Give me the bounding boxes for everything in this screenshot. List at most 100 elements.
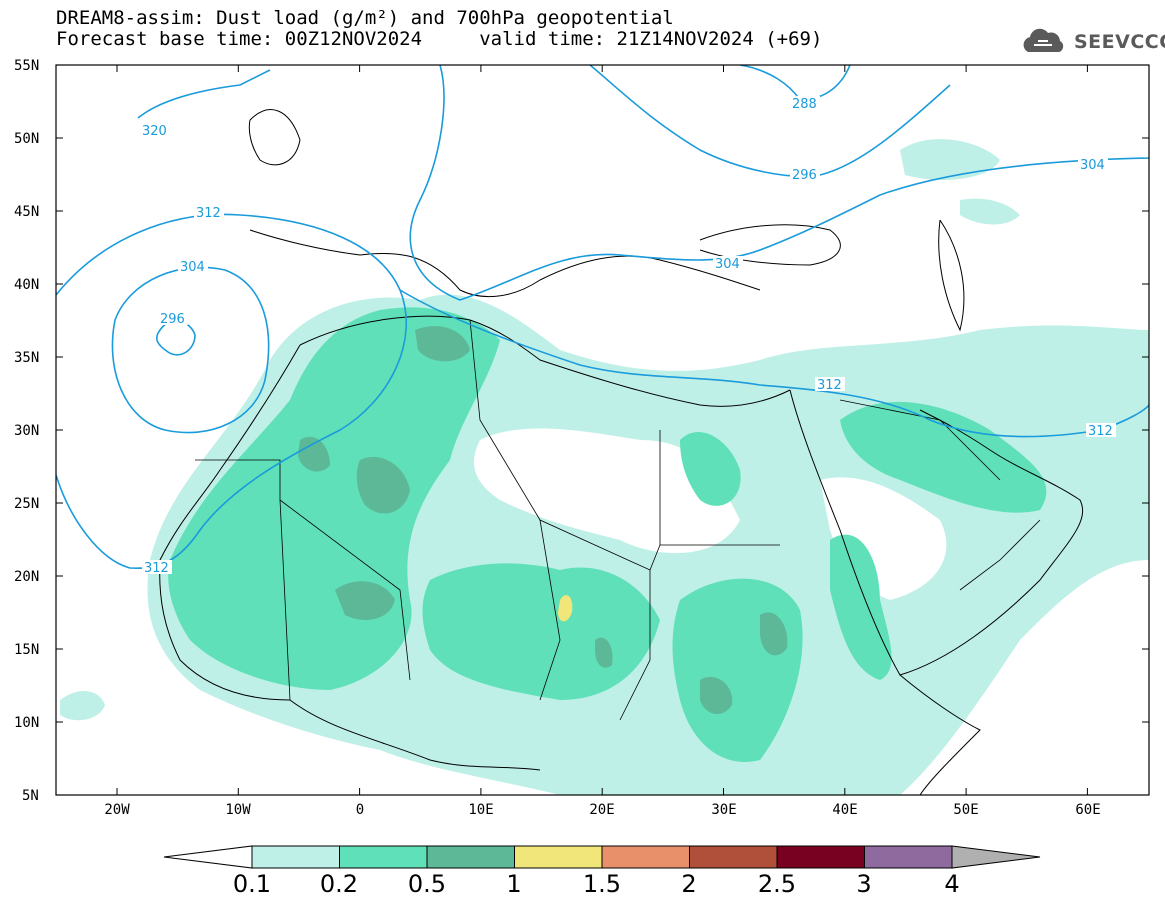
border-line <box>539 519 561 701</box>
colorbar-label: 0.5 <box>408 870 446 898</box>
dust-area-dark <box>595 637 613 668</box>
colorbar-labels: 0.1 0.2 0.5 1 1.5 2 2.5 3 4 <box>233 870 960 898</box>
coastlines <box>159 109 1084 795</box>
colorbar-label: 0.1 <box>233 870 271 898</box>
contour-label: 304 <box>1080 158 1105 173</box>
colorbar-boxes <box>251 845 953 869</box>
colorbar-label: 0.2 <box>320 870 358 898</box>
dust-area-dark <box>298 436 330 472</box>
dust-area-medium <box>168 307 500 690</box>
coastline-britain <box>248 109 301 166</box>
border-line <box>839 399 1001 481</box>
dust-area-light <box>900 139 1000 180</box>
longitude-labels: 20W 10W 0 10E 20E 30E 40E 50E 60E <box>104 802 1100 818</box>
colorbar-box <box>514 845 603 869</box>
border-line <box>195 459 291 701</box>
lat-label: 15N <box>14 642 39 658</box>
contour-label: 304 <box>715 257 740 272</box>
country-borders <box>195 319 1041 721</box>
logo-text: SEEVCCC <box>1074 31 1165 53</box>
cloud-icon <box>1023 28 1064 52</box>
lat-label: 35N <box>14 350 39 366</box>
contour-320 <box>137 69 271 119</box>
lat-label: 40N <box>14 277 39 293</box>
coastline-europe <box>249 229 761 298</box>
coastline-west-africa <box>159 344 541 771</box>
contour-label: 312 <box>1088 424 1113 439</box>
colorbar-label: 3 <box>856 870 871 898</box>
colorbar: 0.1 0.2 0.5 1 1.5 2 2.5 3 4 <box>163 845 1041 898</box>
forecast-time-line: Forecast base time: 00Z12NOV2024 valid t… <box>56 28 823 50</box>
colorbar-box <box>339 845 428 869</box>
contour-label: 304 <box>180 260 205 275</box>
colorbar-label: 2 <box>681 870 696 898</box>
geopotential-contours <box>56 65 1149 570</box>
contour-312-east <box>399 289 1149 438</box>
colorbar-low-arrow <box>163 845 253 869</box>
contour-296-east <box>589 65 951 178</box>
border-line <box>279 499 411 681</box>
contour-label: 296 <box>792 168 817 183</box>
latitude-labels: 55N 50N 45N 40N 35N 30N 25N 20N 15N 10N … <box>14 58 39 804</box>
lon-label: 50E <box>953 802 978 818</box>
colorbar-label: 1 <box>506 870 521 898</box>
lat-label: 10N <box>14 715 39 731</box>
colorbar-high-arrow <box>951 845 1041 869</box>
colorbar-box <box>689 845 778 869</box>
contour-label: 288 <box>792 97 817 112</box>
lon-label: 30E <box>711 802 736 818</box>
dust-area-dark <box>415 326 470 362</box>
colorbar-box <box>601 845 690 869</box>
contour-304-east <box>409 65 1149 301</box>
lon-label: 60E <box>1075 802 1100 818</box>
dust-area-high <box>558 595 573 622</box>
dust-area-dark <box>356 456 410 514</box>
contour-value-labels: 320 312 304 296 288 296 304 304 312 312 … <box>140 96 1116 576</box>
colorbar-label: 4 <box>944 870 959 898</box>
lon-label: 0 <box>356 802 364 818</box>
contour-label: 312 <box>144 561 169 576</box>
lon-label: 10W <box>225 802 251 818</box>
seevccc-logo: SEEVCCC <box>1018 28 1165 56</box>
dust-area-light <box>960 198 1020 225</box>
dust-area-light <box>60 690 105 721</box>
lon-label: 20W <box>104 802 130 818</box>
lat-label: 25N <box>14 496 39 512</box>
dust-area-medium <box>680 431 741 506</box>
dust-load-shading <box>60 139 1149 795</box>
lat-label: 50N <box>14 131 39 147</box>
lat-label: 55N <box>14 58 39 74</box>
colorbar-box <box>251 845 340 869</box>
coastline-horn <box>899 674 981 795</box>
dust-area-dark <box>760 612 788 656</box>
dust-area-dark <box>335 581 395 620</box>
contour-label: 320 <box>142 124 167 139</box>
coastline-mediterranean <box>299 315 791 407</box>
lat-label: 5N <box>22 788 39 804</box>
lat-label: 20N <box>14 569 39 585</box>
coastline-black-sea <box>699 224 841 266</box>
lat-label: 30N <box>14 423 39 439</box>
contour-312-west <box>56 213 408 570</box>
colorbar-label: 2.5 <box>758 870 796 898</box>
border-line <box>469 319 780 571</box>
colorbar-box <box>426 845 515 869</box>
colorbar-label: 1.5 <box>583 870 621 898</box>
border-line <box>959 519 1041 591</box>
dust-area-dark <box>700 676 733 715</box>
dust-area-medium <box>830 534 892 680</box>
colorbar-box <box>776 845 865 869</box>
lon-label: 10E <box>468 802 493 818</box>
lat-label: 45N <box>14 204 39 220</box>
dust-area-medium <box>840 401 1047 513</box>
contour-label: 296 <box>160 312 185 327</box>
lon-label: 20E <box>589 802 614 818</box>
colorbar-box <box>864 845 953 869</box>
contour-label: 312 <box>196 206 221 221</box>
border-line <box>619 570 651 721</box>
contour-label: 312 <box>817 378 842 393</box>
coastline-arabia <box>789 389 1084 676</box>
coastline-caspian <box>938 219 965 332</box>
axis-ticks <box>56 64 1149 796</box>
